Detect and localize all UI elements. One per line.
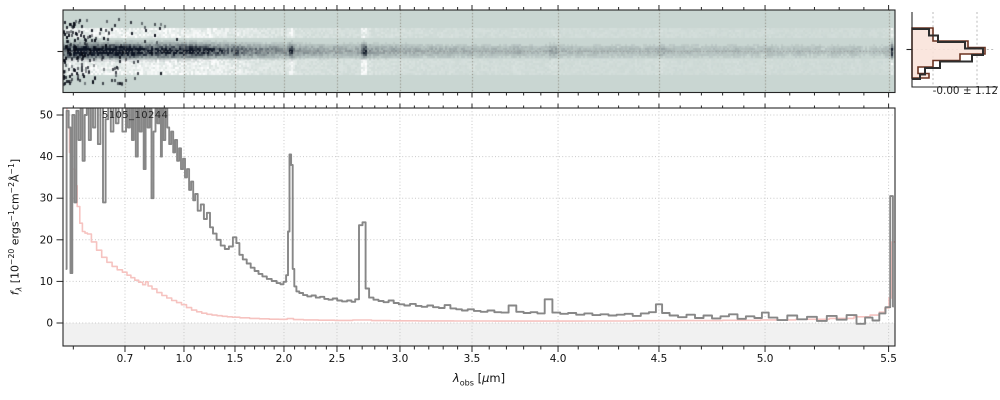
svg-text:1.0: 1.0 (176, 353, 193, 365)
svg-text:20: 20 (40, 234, 53, 246)
spectrum-2d-image (63, 10, 895, 93)
grid-lines (63, 108, 895, 346)
svg-text:1.5: 1.5 (227, 353, 244, 365)
svg-text:5.5: 5.5 (880, 353, 897, 365)
svg-text:4.5: 4.5 (651, 353, 668, 365)
negative-flux-shade (63, 323, 895, 346)
spectrum-series (65, 108, 895, 325)
svg-text:30: 30 (40, 193, 53, 205)
svg-text:10: 10 (40, 276, 53, 288)
svg-text:5.0: 5.0 (757, 353, 774, 365)
histogram-stats-annotation: -0.00 ± 1.12 (932, 85, 998, 97)
svg-text:0: 0 (46, 318, 53, 330)
pixel-histogram (906, 12, 998, 88)
svg-text:2.5: 2.5 (329, 353, 346, 365)
svg-text:2.0: 2.0 (276, 353, 293, 365)
svg-text:3.5: 3.5 (464, 353, 481, 365)
svg-text:4.0: 4.0 (550, 353, 567, 365)
svg-text:0.7: 0.7 (117, 353, 134, 365)
svg-text:3.0: 3.0 (392, 353, 409, 365)
axis-ticks (56, 5, 890, 352)
svg-text:50: 50 (40, 110, 53, 122)
source-id-label: 5105_10244 (102, 110, 169, 121)
svg-text:40: 40 (40, 151, 53, 163)
y-axis-label: fλ [10−20 ergs−1cm−2Å−1] (6, 158, 24, 296)
tick-labels: 0.7 1.0 1.5 2.0 2.5 3.0 3.5 4.0 4.5 5.0 5.5 0 10 20 30… (40, 110, 897, 366)
x-axis-label: λobs [μm] (452, 371, 506, 388)
axes-frames (57, 9, 896, 347)
